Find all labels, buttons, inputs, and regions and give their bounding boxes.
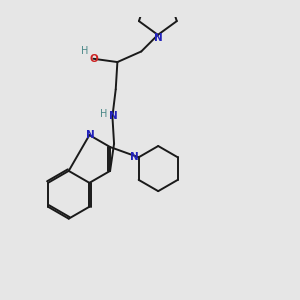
Text: N: N	[86, 130, 94, 140]
Text: N: N	[130, 152, 139, 162]
Text: O: O	[90, 54, 98, 64]
Text: H: H	[100, 109, 108, 119]
Text: H: H	[80, 46, 88, 56]
Text: N: N	[154, 32, 163, 43]
Text: N: N	[109, 112, 118, 122]
